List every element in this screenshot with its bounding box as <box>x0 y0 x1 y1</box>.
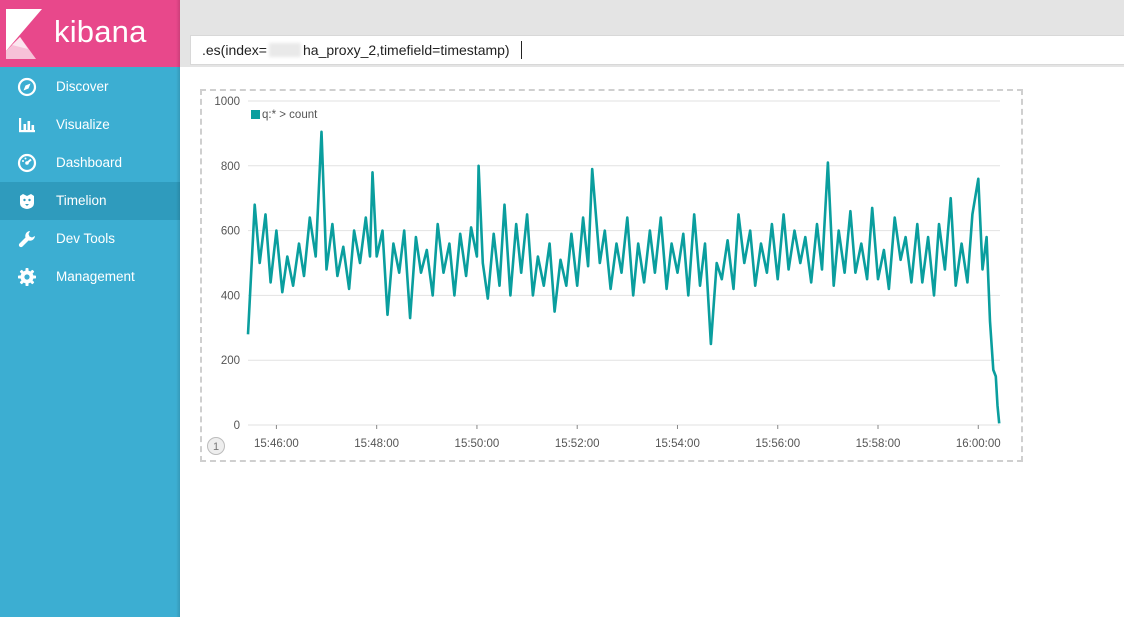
x-tick-label: 15:52:00 <box>555 438 600 450</box>
kibana-k-icon <box>6 9 42 59</box>
redacted-text <box>269 43 301 57</box>
sidebar-item-management[interactable]: Management <box>0 258 180 296</box>
sidebar-item-dashboard[interactable]: Dashboard <box>0 144 180 182</box>
timelion-chart: 0 200 400 600 800 1000 15:46:00 15:48:00 15:50:0… <box>214 96 1001 450</box>
gear-icon <box>18 268 36 286</box>
kibana-logo[interactable]: kibana <box>0 0 180 67</box>
sidebar-item-label: Discover <box>56 79 109 94</box>
sidebar-item-dev-tools[interactable]: Dev Tools <box>0 220 180 258</box>
timelion-icon <box>20 194 34 209</box>
sidebar-item-label: Dashboard <box>56 155 123 170</box>
y-tick-label: 0 <box>234 420 240 432</box>
series-line <box>246 130 1001 424</box>
gauge-icon <box>17 153 37 173</box>
y-tick-label: 400 <box>221 290 240 302</box>
expression-input[interactable]: .es(index= ha_proxy_2,timefield=timestam… <box>190 35 1124 65</box>
sidebar-item-label: Dev Tools <box>56 231 116 246</box>
chart-page-badge[interactable]: 1 <box>207 437 225 455</box>
sidebar-item-label: Management <box>56 269 135 284</box>
sidebar-item-visualize[interactable]: Visualize <box>0 106 180 144</box>
y-tick-label: 200 <box>221 355 240 367</box>
app-name: kibana <box>54 14 147 49</box>
wrench-icon <box>18 231 35 248</box>
chart-panel: 0 200 400 600 800 1000 15:46:00 15:48:00 15:50:0… <box>200 89 1023 462</box>
sidebar-item-discover[interactable]: Discover <box>0 68 180 106</box>
sidebar-item-label: Visualize <box>56 117 110 132</box>
compass-icon <box>17 77 37 97</box>
x-tick-label: 16:00:00 <box>956 438 1001 450</box>
x-tick-label: 15:54:00 <box>655 438 700 450</box>
sidebar: kibana Discover Visualize Dashboard <box>0 0 180 617</box>
x-tick-label: 15:48:00 <box>354 438 399 450</box>
legend-label[interactable]: q:* > count <box>262 109 318 121</box>
x-tick-label: 15:50:00 <box>455 438 500 450</box>
y-tick-label: 800 <box>221 161 240 173</box>
sidebar-item-label: Timelion <box>56 193 107 208</box>
y-tick-label: 600 <box>221 226 240 238</box>
expression-prefix: .es(index= <box>202 42 267 58</box>
sidebar-shadow <box>176 0 180 617</box>
sidebar-item-timelion[interactable]: Timelion <box>0 182 180 220</box>
y-tick-label: 1000 <box>214 96 240 108</box>
bar-chart-icon <box>19 118 35 133</box>
text-caret <box>521 41 522 59</box>
x-tick-label: 15:58:00 <box>856 438 901 450</box>
legend-swatch <box>251 110 260 119</box>
x-tick-label: 15:56:00 <box>755 438 800 450</box>
x-tick-label: 15:46:00 <box>254 438 299 450</box>
expression-suffix: ha_proxy_2,timefield=timestamp) <box>303 42 510 58</box>
